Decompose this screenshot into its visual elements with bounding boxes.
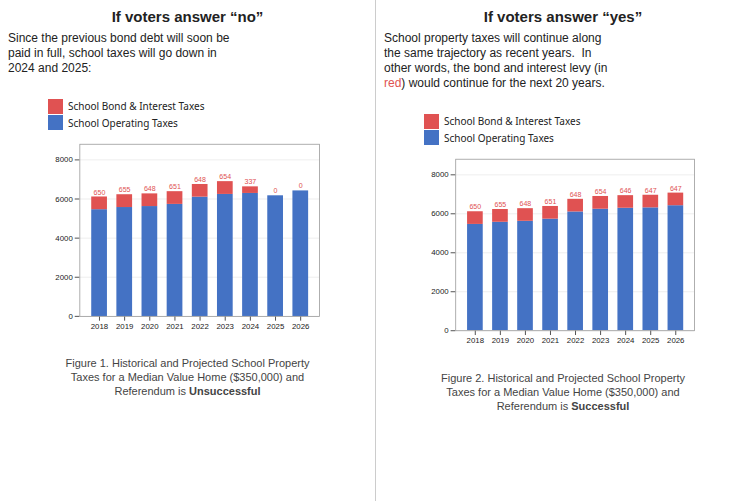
svg-text:2021: 2021 [542, 336, 559, 345]
html-text:School Operating Taxes: School Operating Taxes [68, 115, 178, 130]
svg-text:2018: 2018 [467, 336, 485, 345]
svg-text:648: 648 [520, 200, 532, 207]
html-text:the same trajectory as recent: the same trajectory as recent years. In [384, 46, 592, 60]
html-text:Figure 1. Historical and Proje: Figure 1. Historical and Projected Schoo… [65, 357, 310, 370]
html-text:2024 and 2025:: 2024 and 2025: [8, 61, 92, 75]
svg-text:4000: 4000 [431, 248, 449, 257]
html-text:paid in full, school taxes wil: paid in full, school taxes will go down … [8, 46, 217, 60]
svg-text:654: 654 [595, 188, 607, 195]
svg-text:2000: 2000 [431, 287, 449, 296]
html-text:School Bond & Interest Taxes: School Bond & Interest Taxes [68, 99, 205, 114]
html-text:School property taxes will con: School property taxes will continue alon… [384, 31, 602, 45]
html-text:Since the previous bond debt w: Since the previous bond debt will soon b… [8, 31, 230, 45]
svg-text:2019: 2019 [492, 336, 509, 345]
svg-text:651: 651 [545, 198, 557, 205]
svg-text:654: 654 [219, 173, 231, 180]
svg-text:2026: 2026 [292, 322, 310, 331]
svg-text:2022: 2022 [567, 336, 584, 345]
svg-text:647: 647 [670, 185, 682, 192]
svg-text:0: 0 [274, 187, 278, 194]
svg-text:4000: 4000 [55, 234, 73, 243]
svg-text:651: 651 [169, 183, 181, 190]
svg-text:2025: 2025 [642, 336, 660, 345]
svg-text:2020: 2020 [517, 336, 535, 345]
svg-text:337: 337 [244, 178, 256, 185]
svg-text:650: 650 [469, 203, 481, 210]
svg-text:2000: 2000 [55, 273, 73, 282]
svg-text:655: 655 [119, 186, 131, 193]
svg-text:2024: 2024 [617, 336, 635, 345]
svg-text:2020: 2020 [141, 322, 159, 331]
svg-text:2023: 2023 [592, 336, 610, 345]
svg-text:2018: 2018 [91, 322, 109, 331]
svg-text:2024: 2024 [242, 322, 260, 331]
svg-text:655: 655 [494, 201, 506, 208]
svg-text:8000: 8000 [431, 170, 449, 179]
html-text:School Operating Taxes: School Operating Taxes [444, 130, 554, 145]
html-text:other words, the bond and inte: other words, the bond and interest levy … [384, 61, 608, 75]
html-text:Referendum is Unsuccessful: Referendum is Unsuccessful [114, 385, 261, 398]
svg-text:0: 0 [299, 182, 303, 189]
svg-text:2021: 2021 [166, 322, 183, 331]
svg-text:646: 646 [620, 187, 632, 194]
html-text:If voters answer “yes”: If voters answer “yes” [483, 8, 643, 25]
svg-text:648: 648 [194, 176, 206, 183]
svg-text:650: 650 [94, 189, 106, 196]
svg-text:0: 0 [68, 312, 73, 321]
html-text:Taxes for a Median Value Home: Taxes for a Median Value Home ($350,000)… [70, 371, 305, 384]
svg-text:6000: 6000 [431, 209, 449, 218]
svg-text:648: 648 [144, 185, 156, 192]
svg-text:8000: 8000 [55, 155, 73, 164]
svg-text:2025: 2025 [267, 322, 285, 331]
svg-text:2023: 2023 [216, 322, 234, 331]
svg-text:648: 648 [570, 191, 582, 198]
html-text:Taxes for a Median Value Home: Taxes for a Median Value Home ($350,000)… [446, 385, 680, 398]
svg-text:2022: 2022 [191, 322, 208, 331]
svg-text:6000: 6000 [55, 195, 73, 204]
html-text:School Bond & Interest Taxes: School Bond & Interest Taxes [444, 114, 581, 129]
svg-text:0: 0 [444, 326, 449, 335]
svg-text:647: 647 [645, 187, 657, 194]
svg-text:2019: 2019 [116, 322, 133, 331]
html-text:Figure 2. Historical and Proje: Figure 2. Historical and Projected Schoo… [441, 371, 685, 384]
svg-text:2026: 2026 [667, 336, 685, 345]
html-text:red) would continue for the ne: red) would continue for the next 20 year… [384, 76, 605, 90]
html-text:Referendum is Successful: Referendum is Successful [496, 399, 630, 412]
html-text:If voters answer “no”: If voters answer “no” [111, 8, 264, 25]
